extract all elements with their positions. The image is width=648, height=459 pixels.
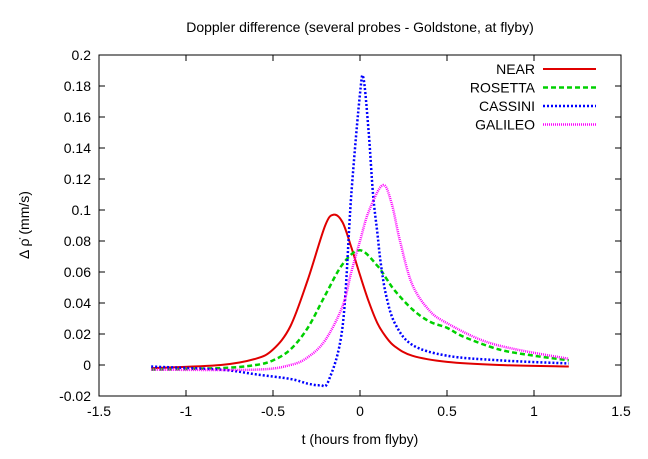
y-tick-label: 0.18: [64, 78, 91, 94]
x-tick-label: -1.5: [87, 403, 111, 419]
legend-label: ROSETTA: [470, 80, 536, 96]
y-tick-label: 0.02: [64, 326, 91, 342]
x-tick-label: 1.5: [611, 403, 631, 419]
y-tick-label: 0.16: [64, 109, 91, 125]
y-axis-label: Δ ρ̇ (mm/s): [16, 191, 32, 259]
chart-title: Doppler difference (several probes - Gol…: [186, 19, 534, 35]
series-line-galileo: [151, 183, 570, 372]
plot-frame: [98, 54, 622, 397]
y-tick-label: 0: [83, 357, 91, 373]
x-tick-label: 0: [356, 403, 364, 419]
y-tick-label: 0.2: [72, 47, 92, 63]
y-tick-label: 0.04: [64, 295, 91, 311]
x-axis-label: t (hours from flyby): [302, 431, 419, 447]
legend-label: CASSINI: [479, 98, 535, 114]
x-tick-label: 1: [530, 403, 538, 419]
series-line-near: [151, 213, 569, 370]
y-tick-label: 0.14: [64, 140, 91, 156]
y-tick-label: 0.12: [64, 171, 91, 187]
y-tick-label: -0.02: [59, 388, 91, 404]
legend-label: GALILEO: [475, 117, 535, 133]
x-tick-label: -0.5: [261, 403, 285, 419]
legend: NEAR ROSETTA CASSINI GALILEO: [470, 61, 596, 133]
y-tick-label: 0.1: [72, 202, 92, 218]
series-line-rosetta: [151, 249, 569, 371]
x-tick-label: 0.5: [437, 403, 457, 419]
y-tick-label: 0.08: [64, 233, 91, 249]
x-tick-label: -1: [180, 403, 193, 419]
y-tick-label: 0.06: [64, 264, 91, 280]
legend-label: NEAR: [496, 61, 535, 77]
